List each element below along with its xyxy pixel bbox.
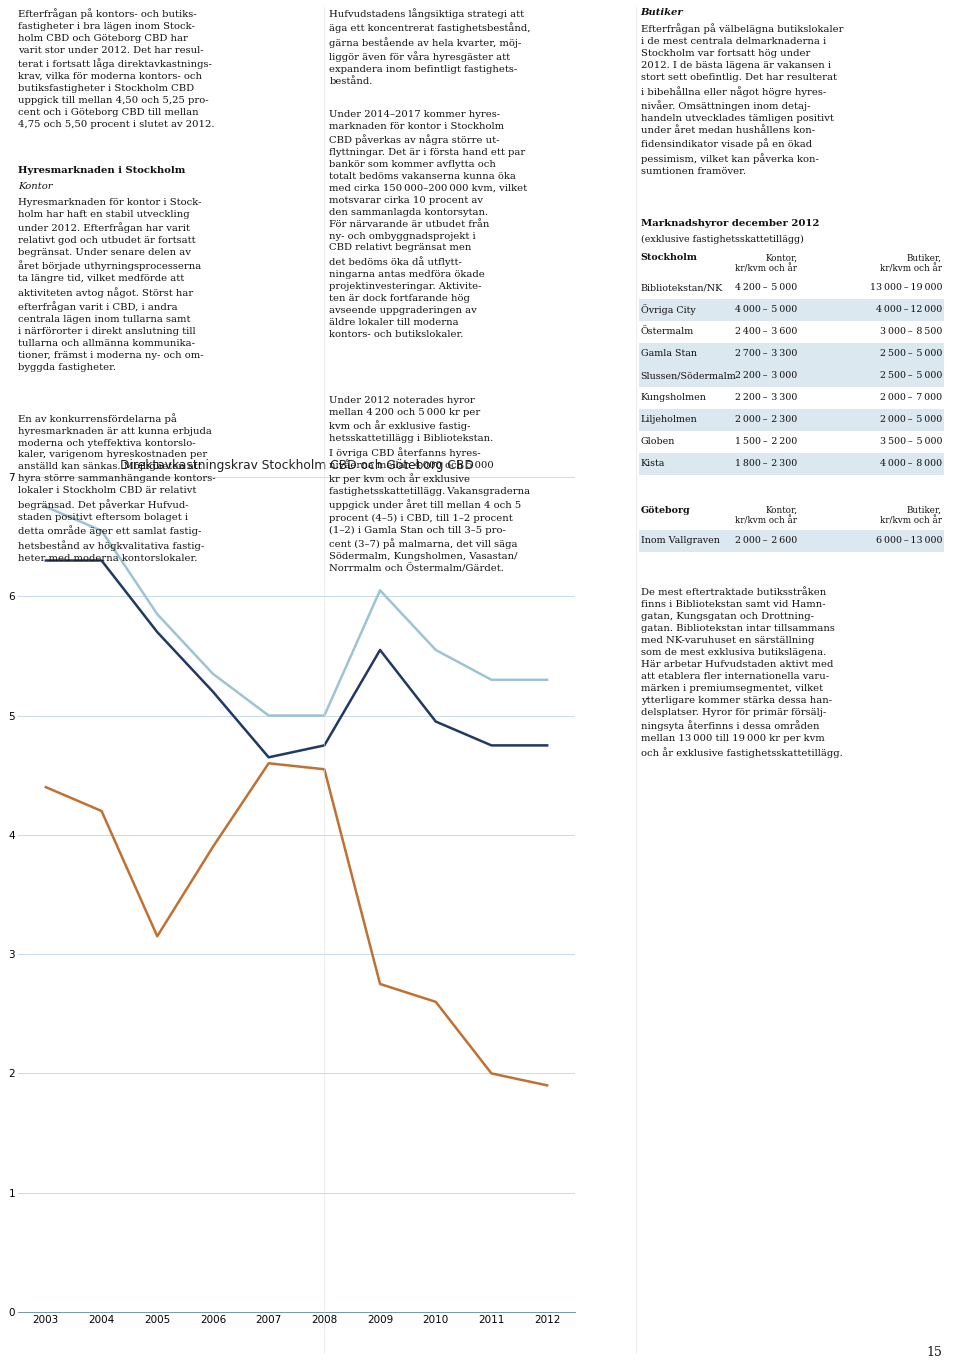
Text: Kontor,
kr/kvm och år: Kontor, kr/kvm och år — [735, 506, 798, 526]
Text: 13 000 – 19 000: 13 000 – 19 000 — [870, 283, 942, 293]
Text: 3 500 –  5 000: 3 500 – 5 000 — [879, 437, 942, 447]
Text: Östermalm: Östermalm — [640, 327, 694, 336]
Text: Kungsholmen: Kungsholmen — [640, 394, 707, 402]
Text: Butiker,
kr/kvm och år: Butiker, kr/kvm och år — [880, 253, 942, 273]
Text: 2 200 –  3 000: 2 200 – 3 000 — [735, 372, 798, 380]
Text: Övriga City: Övriga City — [640, 305, 695, 316]
Text: (exklusive fastighetsskattetillägg): (exklusive fastighetsskattetillägg) — [640, 235, 804, 245]
Text: Hyresmarknaden för kontor i Stock-
holm har haft en stabil utveckling
under 2012: Hyresmarknaden för kontor i Stock- holm … — [18, 198, 204, 372]
Text: Efterfrågan på välbelägna butikslokaler
i de mest centrala delmarknaderna i
Stoc: Efterfrågan på välbelägna butikslokaler … — [640, 23, 843, 176]
Title: Direktavkastningskrav Stockholm CBD och Göteborg CBD: Direktavkastningskrav Stockholm CBD och … — [120, 459, 473, 472]
Text: 3 000 –  8 500: 3 000 – 8 500 — [879, 327, 942, 336]
Text: 6 000 – 13 000: 6 000 – 13 000 — [876, 536, 942, 545]
Text: En av konkurrensfördelarna på
hyresmarknaden är att kunna erbjuda
moderna och yt: En av konkurrensfördelarna på hyresmarkn… — [18, 413, 216, 563]
Text: Stockholm: Stockholm — [640, 253, 698, 262]
Text: Butiker,
kr/kvm och år: Butiker, kr/kvm och år — [880, 506, 942, 526]
Text: 2 700 –  3 300: 2 700 – 3 300 — [735, 350, 798, 358]
Text: 2 500 –  5 000: 2 500 – 5 000 — [879, 372, 942, 380]
Text: Efterfrågan på kontors- och butiks-
fastigheter i bra lägen inom Stock-
holm CBD: Efterfrågan på kontors- och butiks- fast… — [18, 8, 214, 128]
Text: Under 2012 noterades hyror
mellan 4 200 och 5 000 kr per
kvm och år exklusive fa: Under 2012 noterades hyror mellan 4 200 … — [329, 396, 531, 574]
Text: 4 200 –  5 000: 4 200 – 5 000 — [735, 283, 798, 293]
Text: 2 500 –  5 000: 2 500 – 5 000 — [879, 350, 942, 358]
Text: Marknadshyror december 2012: Marknadshyror december 2012 — [640, 219, 819, 228]
Text: 2 200 –  3 300: 2 200 – 3 300 — [735, 394, 798, 402]
Text: Butiker: Butiker — [640, 8, 684, 16]
Text: Inom Vallgraven: Inom Vallgraven — [640, 536, 720, 545]
Text: 2 000 –  5 000: 2 000 – 5 000 — [879, 416, 942, 424]
Text: Globen: Globen — [640, 437, 675, 447]
Text: Kontor: Kontor — [18, 182, 53, 191]
Text: 2 400 –  3 600: 2 400 – 3 600 — [735, 327, 798, 336]
Text: Kista: Kista — [640, 459, 665, 469]
Text: Gamla Stan: Gamla Stan — [640, 350, 697, 358]
Text: De mest eftertraktade butiksstråken
finns i Bibliotekstan samt vid Hamn-
gatan, : De mest eftertraktade butiksstråken finn… — [640, 588, 843, 757]
Text: Göteborg: Göteborg — [640, 506, 690, 515]
Text: Hufvudstadens långsiktiga strategi att
äga ett koncentrerat fastighetsbestånd,
g: Hufvudstadens långsiktiga strategi att ä… — [329, 8, 531, 86]
Text: 15: 15 — [926, 1346, 942, 1359]
Text: 2 000 –  2 300: 2 000 – 2 300 — [735, 416, 798, 424]
Text: 4 000 – 12 000: 4 000 – 12 000 — [876, 305, 942, 314]
Text: Slussen/Södermalm: Slussen/Södermalm — [640, 372, 736, 380]
Text: 2 000 –  2 600: 2 000 – 2 600 — [735, 536, 798, 545]
Text: Kontor,
kr/kvm och år: Kontor, kr/kvm och år — [735, 253, 798, 273]
Text: Bibliotekstan/NK: Bibliotekstan/NK — [640, 283, 723, 293]
Text: 4 000 –  5 000: 4 000 – 5 000 — [735, 305, 798, 314]
Text: 2 000 –  7 000: 2 000 – 7 000 — [880, 394, 942, 402]
Text: Liljeholmen: Liljeholmen — [640, 416, 697, 424]
Text: 4 000 –  8 000: 4 000 – 8 000 — [880, 459, 942, 469]
Text: Under 2014–2017 kommer hyres-
marknaden för kontor i Stockholm
CBD påverkas av n: Under 2014–2017 kommer hyres- marknaden … — [329, 109, 527, 339]
Text: 1 800 –  2 300: 1 800 – 2 300 — [735, 459, 798, 469]
Text: 1 500 –  2 200: 1 500 – 2 200 — [735, 437, 798, 447]
Text: Hyresmarknaden i Stockholm: Hyresmarknaden i Stockholm — [18, 167, 185, 175]
